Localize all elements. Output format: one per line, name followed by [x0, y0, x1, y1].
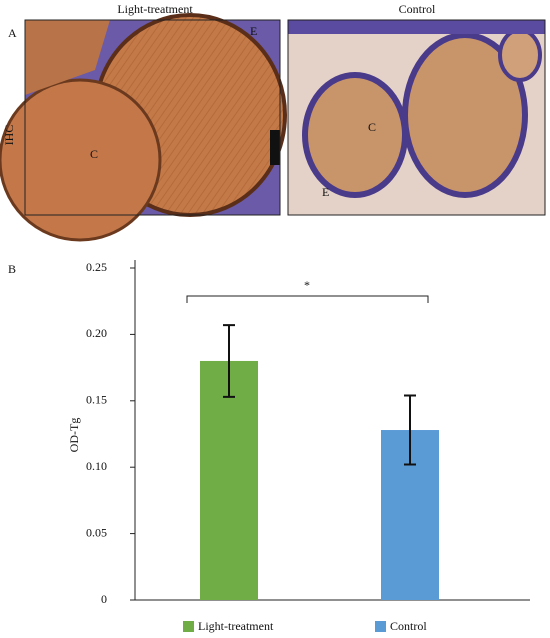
image-label: E [250, 24, 257, 38]
legend-label: Control [390, 619, 427, 633]
legend-label: Light-treatment [198, 619, 274, 633]
y-tick-label: 0.05 [86, 525, 107, 539]
significance-bracket [186, 295, 429, 303]
y-tick-label: 0.25 [86, 260, 107, 274]
y-tick-label: 0.20 [86, 326, 107, 340]
bar [200, 360, 258, 600]
significance-label: * [304, 278, 310, 292]
legend-swatch [375, 621, 386, 632]
y-tick-label: 0 [101, 592, 107, 606]
panel-title: Light-treatment [117, 2, 193, 16]
legend-swatch [183, 621, 194, 632]
frame [287, 19, 546, 216]
row-label: IHC [2, 125, 16, 146]
micrograph-left [0, 13, 287, 242]
image-label: C [90, 147, 98, 161]
panel-label: A [8, 26, 17, 40]
y-tick-label: 0.15 [86, 393, 107, 407]
panel-label: B [8, 262, 16, 276]
panel-title: Control [399, 2, 436, 16]
y-tick-label: 0.10 [86, 459, 107, 473]
micrograph-right [288, 20, 545, 215]
y-axis-label: OD-Tg [67, 418, 81, 453]
error-bar [404, 394, 416, 466]
image-label: E [322, 185, 329, 199]
frame [24, 19, 281, 216]
error-bar [223, 324, 235, 398]
image-label: C [368, 120, 376, 134]
